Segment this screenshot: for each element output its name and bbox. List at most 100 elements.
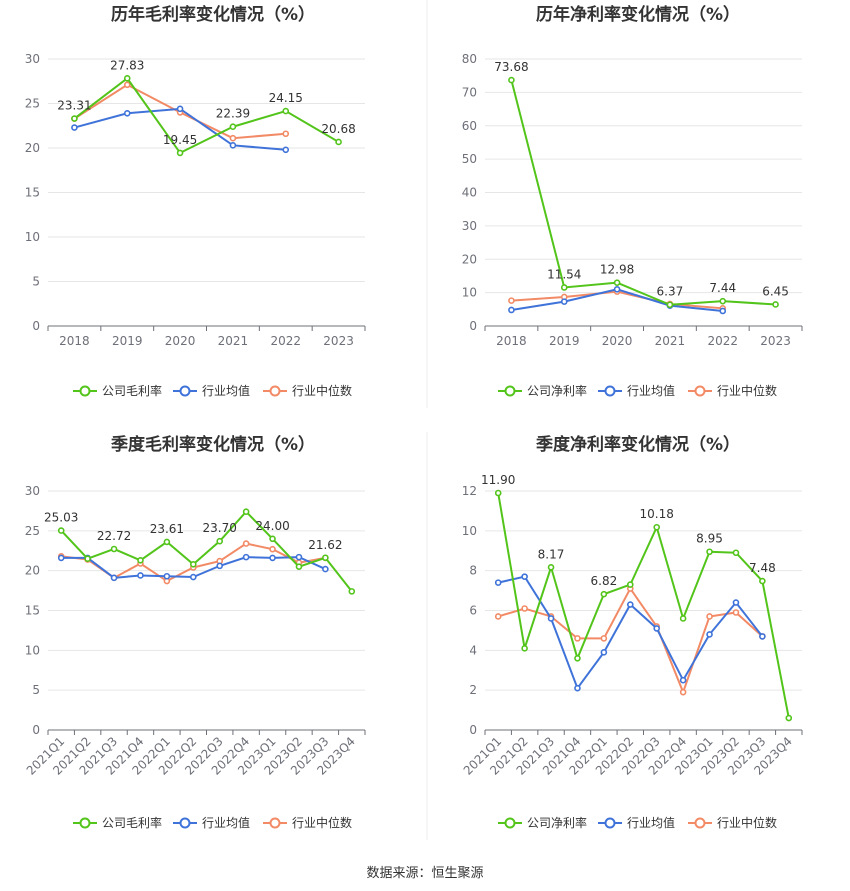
series-point-3: [242, 540, 250, 547]
y-tick-label: 70: [462, 85, 477, 99]
series-point-1: [110, 545, 118, 553]
legend-marker: [604, 817, 616, 829]
legend-marker: [694, 385, 706, 397]
legend-item-1[interactable]: 公司毛利率: [73, 383, 162, 398]
series-point-1: [679, 615, 687, 622]
legend-item-3[interactable]: 行业中位数: [688, 815, 777, 830]
series-point-1: [547, 563, 555, 571]
series-point-1: [295, 563, 303, 570]
series-point-1: [759, 577, 766, 585]
series-point-1: [84, 555, 91, 563]
series-point-2: [574, 684, 581, 692]
data-label: 27.83: [110, 58, 144, 72]
legend-item-2[interactable]: 行业均值: [173, 815, 250, 830]
series-point-3: [508, 297, 515, 304]
legend-marker: [504, 385, 516, 397]
x-tick-label: 2018: [59, 334, 90, 348]
series-line-1: [73, 76, 340, 155]
x-tick-label: 2018: [496, 334, 527, 348]
legend-item-2[interactable]: 行业均值: [173, 383, 250, 398]
chart-title: 季度毛利率变化情况（%）: [111, 434, 315, 455]
series-point-2: [679, 676, 687, 684]
data-label: 24.00: [255, 519, 289, 533]
series-point-2: [560, 298, 568, 305]
series-point-1: [719, 297, 727, 305]
series-line-1: [510, 79, 776, 306]
series-point-1: [57, 527, 65, 534]
series-point-2: [189, 573, 197, 581]
legend-label: 行业中位数: [717, 815, 777, 830]
series-point-2: [626, 601, 634, 608]
y-tick-label: 10: [25, 230, 40, 244]
legend-label: 行业均值: [202, 383, 250, 398]
legend-marker: [269, 385, 281, 397]
legend-item-1[interactable]: 公司净利率: [498, 815, 587, 830]
legend-item-2[interactable]: 行业均值: [598, 815, 675, 830]
y-tick-label: 30: [462, 219, 477, 233]
series-point-1: [216, 537, 224, 545]
series-point-2: [521, 573, 528, 580]
series-point-3: [282, 130, 290, 138]
y-tick-label: 5: [32, 683, 40, 697]
data-label: 6.45: [762, 284, 789, 298]
chart-panel-1: 历年毛利率变化情况（%） 0 5 10 15 20 25 30 2018 2019 2020 2021…: [25, 4, 366, 398]
series-point-3: [574, 635, 581, 642]
y-tick-label: 40: [462, 186, 477, 200]
series-point-1: [613, 279, 621, 286]
y-tick-label: 30: [25, 484, 40, 498]
series-point-2: [653, 625, 661, 632]
data-label: 11.54: [547, 267, 581, 281]
data-label: 11.90: [481, 473, 515, 487]
y-tick-label: 15: [25, 604, 40, 618]
series-point-1: [137, 557, 144, 564]
legend-item-1[interactable]: 公司净利率: [498, 383, 587, 398]
series-point-1: [706, 548, 713, 556]
series-point-1: [282, 107, 290, 115]
series-line-1: [497, 492, 790, 719]
series-point-3: [494, 613, 502, 620]
legend-item-3[interactable]: 行业中位数: [263, 383, 352, 398]
legend-label: 行业均值: [202, 815, 250, 830]
series-line-1: [60, 510, 353, 592]
series-point-2: [759, 633, 766, 640]
series-point-1: [732, 549, 740, 557]
legend-item-3[interactable]: 行业中位数: [688, 383, 777, 398]
series-point-1: [348, 588, 356, 595]
legend-item-1[interactable]: 公司毛利率: [73, 815, 162, 830]
x-tick-label: 2020: [602, 334, 633, 348]
series-point-2: [229, 142, 237, 149]
data-label: 24.15: [269, 91, 303, 105]
series-point-3: [679, 688, 687, 696]
legend-marker: [79, 385, 91, 397]
chart-panel-2: 历年净利率变化情况（%） 0 10 20 30 40 50 60 70 80 2018 2019 202…: [462, 4, 803, 398]
source-note: 数据来源：恒生聚源: [366, 866, 484, 881]
legend-label: 行业均值: [627, 383, 675, 398]
y-tick-label: 0: [469, 319, 477, 333]
series-point-2: [719, 307, 727, 315]
series-point-2: [494, 579, 502, 586]
legend-label: 行业中位数: [717, 383, 777, 398]
data-label: 23.31: [57, 99, 91, 113]
y-tick-label: 15: [25, 186, 40, 200]
series-point-2: [269, 554, 276, 562]
series-point-1: [229, 123, 237, 131]
legend-label: 行业中位数: [292, 383, 352, 398]
x-tick-label: 2023: [760, 334, 791, 348]
legend-label: 行业中位数: [292, 815, 352, 830]
chart-title: 历年净利率变化情况（%）: [536, 4, 740, 25]
data-label: 8.95: [696, 532, 723, 546]
y-tick-label: 0: [469, 723, 477, 737]
chart-title: 季度净利率变化情况（%）: [536, 434, 740, 455]
x-tick-label: 2021: [218, 334, 249, 348]
series-point-1: [772, 301, 779, 308]
series-point-1: [560, 284, 568, 291]
legend-label: 公司毛利率: [102, 815, 162, 830]
y-tick-label: 50: [462, 152, 477, 166]
data-label: 25.03: [44, 511, 78, 525]
legend-item-3[interactable]: 行业中位数: [263, 815, 352, 830]
y-tick-label: 2: [469, 683, 477, 697]
y-tick-label: 25: [25, 524, 40, 538]
series-point-3: [123, 81, 131, 89]
legend-item-2[interactable]: 行业均值: [598, 383, 675, 398]
x-tick-label: 2023: [323, 334, 354, 348]
